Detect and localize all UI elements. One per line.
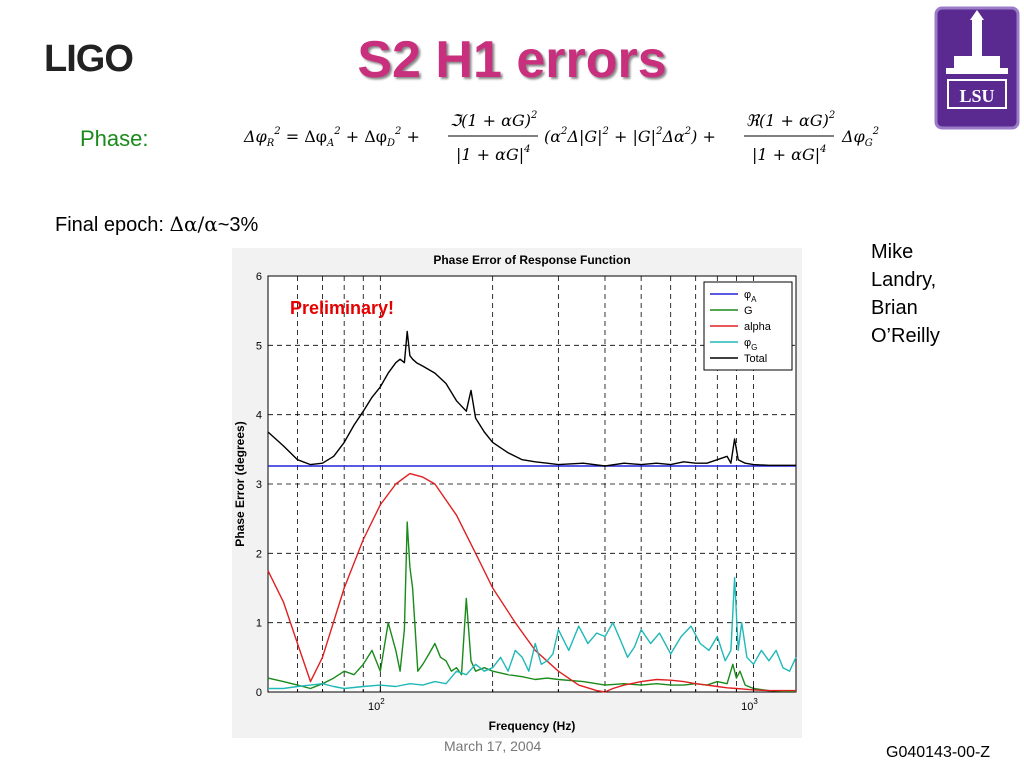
final-epoch-line: Final epoch: Δα/α~3% (55, 212, 258, 237)
chart-title: Phase Error of Response Function (433, 253, 630, 267)
author-line: Landry, (871, 269, 937, 291)
preliminary-annotation: Preliminary! (290, 298, 394, 318)
svg-text:ℑ(1 + αG)2: ℑ(1 + αG)2 (450, 110, 537, 130)
svg-text:ΔφR2 = ΔφA2 + ΔφD2 +: ΔφR2 = ΔφA2 + ΔφD2 + (243, 126, 420, 149)
series-layer (267, 330, 797, 693)
series-line-alpha (267, 472, 796, 693)
svg-text:|1 + αG|4: |1 + αG|4 (456, 144, 531, 164)
authors: Mike Landry, Brian O’Reilly (871, 238, 940, 350)
y-axis-label: Phase Error (degrees) (233, 421, 247, 546)
x-tick-label: 102 (368, 697, 385, 713)
y-tick-label: 6 (256, 271, 262, 283)
legend-entry: φG (744, 337, 757, 352)
svg-text:ΔφG2: ΔφG2 (841, 126, 879, 149)
y-tick-label: 4 (256, 410, 262, 422)
series-line-g (267, 521, 796, 692)
y-tick-label: 0 (256, 687, 262, 699)
x-axis-label: Frequency (Hz) (489, 719, 576, 733)
x-tick-label: 103 (741, 697, 758, 713)
legend-entry: G (744, 305, 753, 317)
svg-text:(α2Δ|G|2 + |G|2Δα2) +: (α2Δ|G|2 + |G|2Δα2) + (544, 126, 716, 146)
slide-title: S2 H1 errors (357, 31, 667, 89)
y-tick-label: 2 (256, 548, 262, 560)
legend-entry: φA (744, 289, 757, 304)
series-line-g (268, 576, 797, 690)
series-line-total (267, 330, 796, 467)
lsu-logo: LSU (934, 6, 1020, 130)
author-line: Brian (871, 297, 918, 319)
ligo-logo: LIGO (44, 38, 134, 80)
author-line: O’Reilly (871, 325, 940, 347)
y-tick-label: 5 (256, 340, 262, 352)
svg-text:ℜ(1 + αG)2: ℜ(1 + αG)2 (746, 110, 835, 130)
phase-error-chart: Phase Error of Response Function 0 1 2 3 4 5 6… (232, 248, 802, 738)
grid-lines (268, 276, 796, 692)
legend-entry: Total (744, 353, 767, 365)
epoch-prefix: Final epoch: (55, 214, 170, 236)
axis-ticks: 0 1 2 3 4 5 6 102 103 (256, 271, 759, 713)
epoch-symbol: Δα/α (169, 212, 218, 236)
phase-error-formula: ΔφR2 = ΔφA2 + ΔφD2 + ℑ(1 + αG)2 |1 + αG|… (243, 110, 879, 164)
y-tick-label: 3 (256, 479, 262, 491)
svg-text:|1 + αG|4: |1 + αG|4 (752, 144, 827, 164)
epoch-value: ~3% (217, 214, 259, 236)
phase-label: Phase: (80, 126, 149, 151)
footer-date: March 17, 2004 (444, 738, 542, 754)
legend-entry: alpha (744, 321, 772, 333)
lsu-logo-text: LSU (959, 86, 994, 106)
y-tick-label: 1 (256, 618, 262, 630)
author-line: Mike (871, 241, 914, 263)
document-id: G040143-00-Z (886, 744, 991, 761)
